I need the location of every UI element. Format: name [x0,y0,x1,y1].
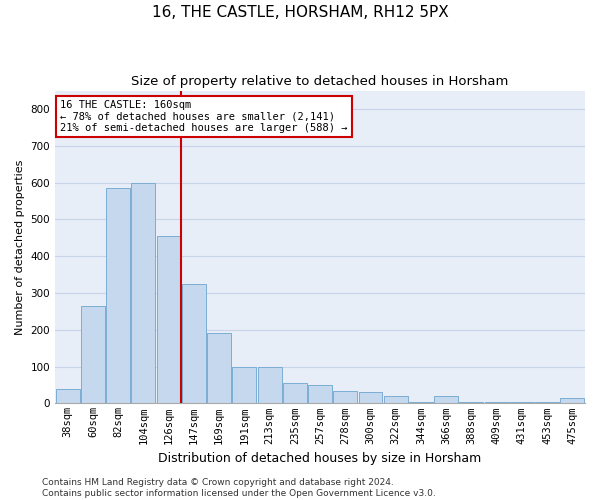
X-axis label: Distribution of detached houses by size in Horsham: Distribution of detached houses by size … [158,452,482,465]
Bar [359,392,382,404]
Bar [510,402,534,404]
Bar [106,188,130,404]
Y-axis label: Number of detached properties: Number of detached properties [15,160,25,334]
Title: Size of property relative to detached houses in Horsham: Size of property relative to detached ho… [131,75,509,88]
Text: 16 THE CASTLE: 160sqm
← 78% of detached houses are smaller (2,141)
21% of semi-d: 16 THE CASTLE: 160sqm ← 78% of detached … [61,100,348,133]
Bar [485,402,509,404]
Bar [131,182,155,404]
Bar [257,366,281,404]
Bar [384,396,408,404]
Text: Contains HM Land Registry data © Crown copyright and database right 2024.
Contai: Contains HM Land Registry data © Crown c… [42,478,436,498]
Bar [434,396,458,404]
Text: 16, THE CASTLE, HORSHAM, RH12 5PX: 16, THE CASTLE, HORSHAM, RH12 5PX [152,5,448,20]
Bar [81,306,105,404]
Bar [56,388,80,404]
Bar [560,398,584,404]
Bar [232,366,256,404]
Bar [157,236,181,404]
Bar [460,402,484,404]
Bar [409,402,433,404]
Bar [333,390,357,404]
Bar [182,284,206,404]
Bar [308,385,332,404]
Bar [535,402,559,404]
Bar [283,383,307,404]
Bar [207,334,231,404]
